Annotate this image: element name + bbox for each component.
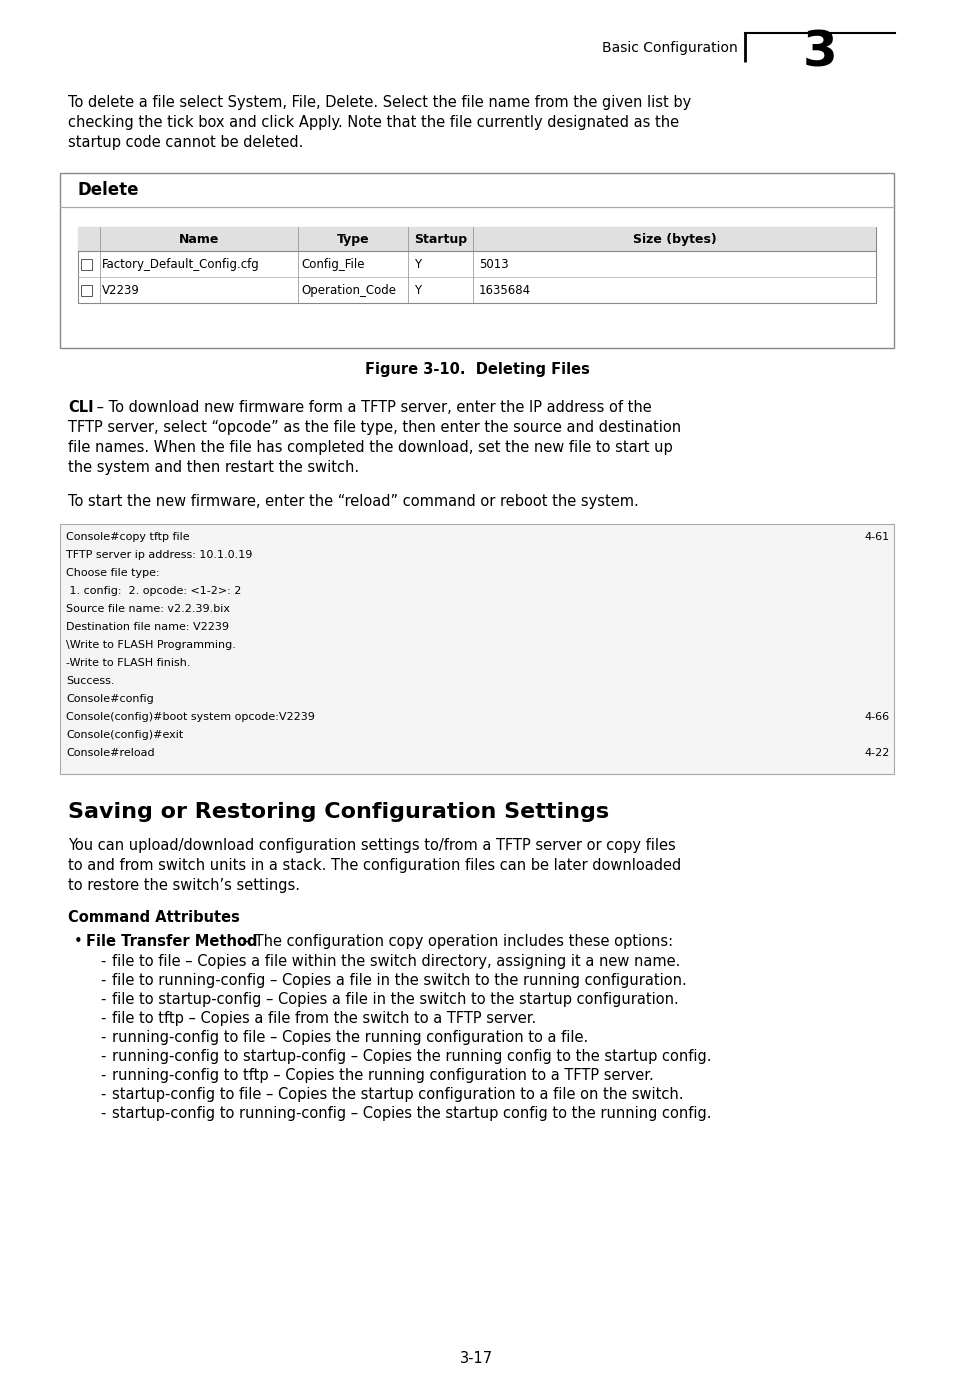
Text: \Write to FLASH Programming.: \Write to FLASH Programming. <box>66 640 235 650</box>
Text: – The configuration copy operation includes these options:: – The configuration copy operation inclu… <box>237 934 673 949</box>
Text: to and from switch units in a stack. The configuration files can be later downlo: to and from switch units in a stack. The… <box>68 858 680 873</box>
Text: startup-config to file – Copies the startup configuration to a file on the switc: startup-config to file – Copies the star… <box>112 1087 682 1102</box>
Text: Choose file type:: Choose file type: <box>66 568 159 577</box>
Text: -: - <box>100 992 105 1008</box>
Bar <box>78 228 875 251</box>
Text: Config_File: Config_File <box>301 258 364 271</box>
Text: Y: Y <box>414 258 420 271</box>
Text: To start the new firmware, enter the “reload” command or reboot the system.: To start the new firmware, enter the “re… <box>68 494 639 509</box>
Text: -Write to FLASH finish.: -Write to FLASH finish. <box>66 658 191 668</box>
Text: Size (bytes): Size (bytes) <box>632 233 716 246</box>
Text: Console#copy tftp file: Console#copy tftp file <box>66 532 190 541</box>
Text: -: - <box>100 954 105 969</box>
Text: running-config to tftp – Copies the running configuration to a TFTP server.: running-config to tftp – Copies the runn… <box>112 1067 653 1083</box>
Text: Operation_Code: Operation_Code <box>301 283 395 297</box>
Text: -: - <box>100 1067 105 1083</box>
Text: Type: Type <box>336 233 369 246</box>
Text: startup code cannot be deleted.: startup code cannot be deleted. <box>68 135 303 150</box>
Text: 4-61: 4-61 <box>864 532 889 541</box>
Text: Destination file name: V2239: Destination file name: V2239 <box>66 622 229 632</box>
Text: Source file name: v2.2.39.bix: Source file name: v2.2.39.bix <box>66 604 230 613</box>
Text: -: - <box>100 1049 105 1065</box>
Text: Factory_Default_Config.cfg: Factory_Default_Config.cfg <box>102 258 259 271</box>
Text: Success.: Success. <box>66 676 114 686</box>
Text: TFTP server, select “opcode” as the file type, then enter the source and destina: TFTP server, select “opcode” as the file… <box>68 421 680 434</box>
Bar <box>60 525 893 775</box>
Text: Console(config)#exit: Console(config)#exit <box>66 730 183 740</box>
Text: CLI: CLI <box>68 400 93 415</box>
Text: Figure 3-10.  Deleting Files: Figure 3-10. Deleting Files <box>364 362 589 378</box>
Text: To delete a file select System, File, Delete. Select the file name from the give: To delete a file select System, File, De… <box>68 94 691 110</box>
Text: Console#reload: Console#reload <box>66 748 154 758</box>
Text: Console(config)#boot system opcode:V2239: Console(config)#boot system opcode:V2239 <box>66 712 314 722</box>
Text: the system and then restart the switch.: the system and then restart the switch. <box>68 459 358 475</box>
Text: – To download new firmware form a TFTP server, enter the IP address of the: – To download new firmware form a TFTP s… <box>91 400 651 415</box>
Text: 1. config:  2. opcode: <1-2>: 2: 1. config: 2. opcode: <1-2>: 2 <box>66 586 241 595</box>
Text: Name: Name <box>178 233 219 246</box>
Text: Console#config: Console#config <box>66 694 153 704</box>
Text: TFTP server ip address: 10.1.0.19: TFTP server ip address: 10.1.0.19 <box>66 550 253 559</box>
Text: checking the tick box and click Apply. Note that the file currently designated a: checking the tick box and click Apply. N… <box>68 115 679 130</box>
Text: file to tftp – Copies a file from the switch to a TFTP server.: file to tftp – Copies a file from the sw… <box>112 1010 536 1026</box>
Text: running-config to file – Copies the running configuration to a file.: running-config to file – Copies the runn… <box>112 1030 588 1045</box>
Text: 4-66: 4-66 <box>864 712 889 722</box>
Text: Basic Configuration: Basic Configuration <box>601 42 738 56</box>
Text: 4-22: 4-22 <box>863 748 889 758</box>
Text: Delete: Delete <box>78 180 139 198</box>
Bar <box>81 285 91 296</box>
Text: -: - <box>100 973 105 988</box>
Text: to restore the switch’s settings.: to restore the switch’s settings. <box>68 879 299 892</box>
Text: -: - <box>100 1010 105 1026</box>
Bar <box>60 174 893 348</box>
Text: Saving or Restoring Configuration Settings: Saving or Restoring Configuration Settin… <box>68 802 608 822</box>
Text: file names. When the file has completed the download, set the new file to start : file names. When the file has completed … <box>68 440 672 455</box>
Text: You can upload/download configuration settings to/from a TFTP server or copy fil: You can upload/download configuration se… <box>68 838 675 854</box>
Text: Startup: Startup <box>414 233 467 246</box>
Text: -: - <box>100 1106 105 1122</box>
Bar <box>81 258 91 269</box>
Text: V2239: V2239 <box>102 283 140 297</box>
Text: -: - <box>100 1030 105 1045</box>
Text: •: • <box>74 934 83 949</box>
Text: file to running-config – Copies a file in the switch to the running configuratio: file to running-config – Copies a file i… <box>112 973 686 988</box>
Bar <box>78 228 875 303</box>
Text: 3-17: 3-17 <box>460 1351 493 1366</box>
Text: file to startup-config – Copies a file in the switch to the startup configuratio: file to startup-config – Copies a file i… <box>112 992 678 1008</box>
Text: running-config to startup-config – Copies the running config to the startup conf: running-config to startup-config – Copie… <box>112 1049 711 1065</box>
Text: startup-config to running-config – Copies the startup config to the running conf: startup-config to running-config – Copie… <box>112 1106 711 1122</box>
Text: 5013: 5013 <box>478 258 508 271</box>
Text: Command Attributes: Command Attributes <box>68 911 239 924</box>
Text: 1635684: 1635684 <box>478 283 531 297</box>
Text: 3: 3 <box>801 28 837 76</box>
Text: File Transfer Method: File Transfer Method <box>86 934 257 949</box>
Text: file to file – Copies a file within the switch directory, assigning it a new nam: file to file – Copies a file within the … <box>112 954 679 969</box>
Text: -: - <box>100 1087 105 1102</box>
Text: Y: Y <box>414 283 420 297</box>
